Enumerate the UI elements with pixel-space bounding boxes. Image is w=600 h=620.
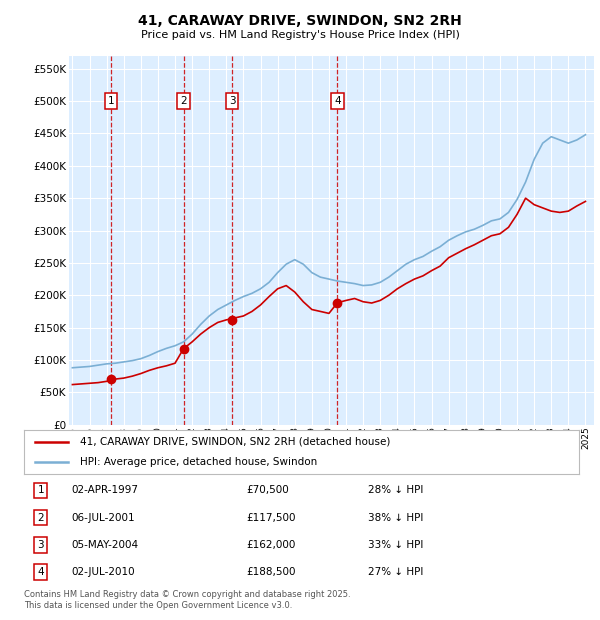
Text: 2: 2: [37, 513, 44, 523]
Text: 33% ↓ HPI: 33% ↓ HPI: [368, 539, 424, 550]
Text: £117,500: £117,500: [246, 513, 296, 523]
Text: 05-MAY-2004: 05-MAY-2004: [71, 539, 139, 550]
Text: 06-JUL-2001: 06-JUL-2001: [71, 513, 135, 523]
Text: 41, CARAWAY DRIVE, SWINDON, SN2 2RH: 41, CARAWAY DRIVE, SWINDON, SN2 2RH: [138, 14, 462, 28]
Text: 2: 2: [180, 96, 187, 106]
Text: 4: 4: [334, 96, 341, 106]
Text: 02-APR-1997: 02-APR-1997: [71, 485, 138, 495]
Text: 27% ↓ HPI: 27% ↓ HPI: [368, 567, 424, 577]
Text: £188,500: £188,500: [246, 567, 296, 577]
Text: 1: 1: [107, 96, 114, 106]
Text: 02-JUL-2010: 02-JUL-2010: [71, 567, 135, 577]
Text: Price paid vs. HM Land Registry's House Price Index (HPI): Price paid vs. HM Land Registry's House …: [140, 30, 460, 40]
Text: £162,000: £162,000: [246, 539, 295, 550]
Text: 1: 1: [37, 485, 44, 495]
Text: 41, CARAWAY DRIVE, SWINDON, SN2 2RH (detached house): 41, CARAWAY DRIVE, SWINDON, SN2 2RH (det…: [79, 436, 390, 447]
Text: 3: 3: [229, 96, 235, 106]
Text: This data is licensed under the Open Government Licence v3.0.: This data is licensed under the Open Gov…: [24, 601, 292, 611]
Text: 4: 4: [37, 567, 44, 577]
Text: 3: 3: [37, 539, 44, 550]
Text: HPI: Average price, detached house, Swindon: HPI: Average price, detached house, Swin…: [79, 457, 317, 467]
Text: Contains HM Land Registry data © Crown copyright and database right 2025.: Contains HM Land Registry data © Crown c…: [24, 590, 350, 600]
Text: 28% ↓ HPI: 28% ↓ HPI: [368, 485, 424, 495]
Text: 38% ↓ HPI: 38% ↓ HPI: [368, 513, 424, 523]
Text: £70,500: £70,500: [246, 485, 289, 495]
